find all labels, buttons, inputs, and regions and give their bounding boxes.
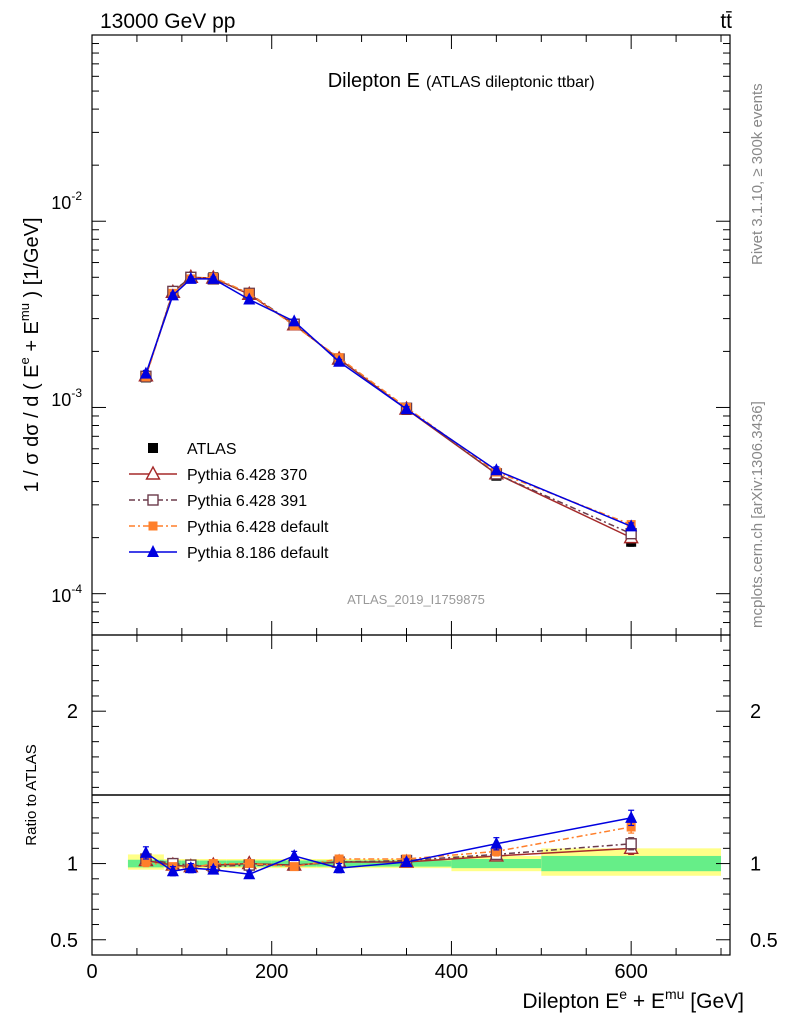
x-tick-label: 0 [86, 961, 97, 983]
data-point-p8 [625, 810, 638, 823]
mcplots-label: mcplots.cern.ch [arXiv:1306.3436] [749, 401, 766, 628]
ratio-axis-label: Ratio to ATLAS [23, 744, 40, 845]
legend-item-p391: Pythia 6.428 391 [129, 493, 307, 510]
data-point-pdef [334, 854, 344, 864]
y-tick-labels: 10-2 10-3 10-4 [51, 189, 82, 606]
band-inner [451, 859, 542, 869]
legend-label: Pythia 6.428 370 [187, 467, 307, 484]
ratio-tick-label-right: 2 [750, 701, 761, 723]
legend-item-p370: Pythia 6.428 370 [129, 465, 307, 484]
plot-subtitle: (ATLAS dileptonic ttbar) [426, 74, 595, 91]
data-point-p8 [333, 354, 346, 367]
legend-label: ATLAS [187, 441, 237, 458]
series-line-p8 [145, 817, 632, 876]
data-point-p8 [139, 845, 152, 858]
data-point-p8 [243, 292, 256, 305]
data-point-p8 [333, 861, 346, 874]
data-point-p8 [288, 314, 301, 327]
data-point-pdef [141, 857, 151, 867]
legend-label: Pythia 6.428 default [187, 519, 329, 536]
process-label: tt̄ [720, 10, 732, 33]
series-line-p8 [145, 278, 632, 528]
x-axis-label: Dilepton Ee + Emu [GeV] [522, 986, 744, 1013]
data-point-p8 [166, 288, 179, 301]
legend-marker [147, 494, 159, 506]
band-inner [541, 855, 722, 872]
legend-item-atlas: ATLAS [148, 441, 237, 458]
legend: ATLAS Pythia 6.428 370 Pythia 6.428 391 Pyt… [129, 441, 329, 562]
data-point-p391 [625, 838, 637, 850]
plot-title: Dilepton E [328, 70, 420, 92]
data-point-pdef [491, 846, 501, 856]
legend-marker [148, 443, 158, 453]
data-point-p8 [166, 864, 179, 877]
legend-item-pdef: Pythia 6.428 default [129, 519, 329, 536]
data-point-p8 [207, 271, 220, 284]
legend-label: Pythia 8.186 default [187, 545, 329, 562]
data-point-p8 [400, 402, 413, 415]
legend-marker [147, 545, 159, 557]
data-point-p8 [207, 862, 220, 875]
ratio-tick-label-left: 2 [67, 701, 78, 723]
x-tick-label: 200 [255, 961, 288, 983]
legend-marker [148, 521, 158, 531]
ratio-tick-label-right: 1 [750, 854, 761, 876]
data-point-p8 [490, 463, 503, 476]
data-point-p8 [400, 855, 413, 868]
data-point-pdef [289, 862, 299, 872]
ratio-tick-label-right: 0.5 [750, 930, 778, 952]
data-point-pdef [626, 822, 636, 832]
data-point-p8 [625, 519, 638, 532]
data-point-p8 [288, 848, 301, 861]
legend-marker [145, 465, 161, 480]
data-point-p8 [184, 861, 197, 874]
rivet-label: Rivet 3.1.10, ≥ 300k events [749, 83, 766, 265]
collision-label: 13000 GeV pp [100, 10, 235, 33]
series-p8 [139, 809, 638, 880]
x-tick-label: 400 [435, 961, 468, 983]
ratio-tick-label-left: 0.5 [50, 930, 78, 952]
data-point-p8 [139, 366, 152, 379]
y-axis-label: 1 / σ dσ / d ( Ee + Emu ) [1/GeV] [17, 217, 43, 492]
data-point-p8 [243, 867, 256, 880]
ratio-axis-ticks [91, 635, 730, 955]
legend-item-p8: Pythia 8.186 default [129, 545, 329, 562]
data-point-p8 [184, 271, 197, 284]
legend-label: Pythia 6.428 391 [187, 493, 307, 510]
data-point-p8 [490, 836, 503, 849]
main-axis-ticks [91, 34, 730, 636]
x-tick-label: 600 [614, 961, 647, 983]
data-point-pdef [244, 859, 254, 869]
analysis-label: ATLAS_2019_I1759875 [347, 592, 485, 607]
series-p8 [139, 271, 638, 532]
ratio-tick-label-left: 1 [67, 854, 78, 876]
